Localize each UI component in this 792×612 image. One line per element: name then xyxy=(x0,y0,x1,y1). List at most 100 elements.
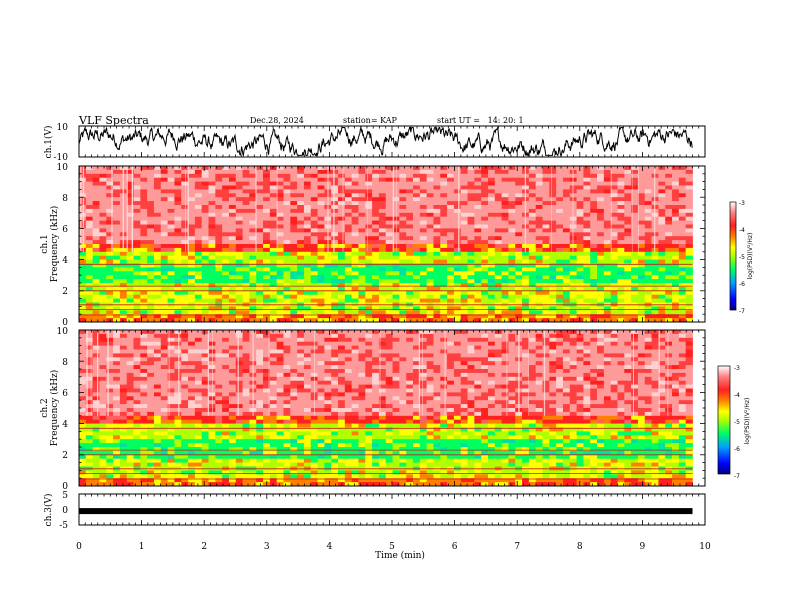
spectrogram-cell xyxy=(283,439,291,444)
spectrogram-cell xyxy=(365,205,373,210)
spectrogram-cell xyxy=(338,205,346,210)
spectrogram-cell xyxy=(576,318,584,323)
spectrogram-cell xyxy=(515,263,523,268)
spectrogram-cell xyxy=(263,193,271,198)
spectrogram-cell xyxy=(515,220,523,225)
spectrogram-cell xyxy=(160,220,169,225)
spectrogram-cell xyxy=(494,232,503,237)
spectrogram-cell xyxy=(160,259,169,264)
spectrogram-cell xyxy=(494,306,503,311)
spectrogram-cell xyxy=(303,298,312,303)
spectrogram-cell xyxy=(290,365,298,370)
spectrogram-cell xyxy=(365,263,373,268)
spectrogram-cell xyxy=(535,205,543,210)
spectrogram-cell xyxy=(99,181,107,186)
spectrogram-cell xyxy=(201,372,209,378)
spectrogram-cell xyxy=(92,247,100,253)
spectrogram-cell xyxy=(92,415,100,421)
spectrogram-cell xyxy=(331,185,339,190)
spectrogram-cell xyxy=(501,306,509,311)
spectrogram-cell xyxy=(92,435,100,440)
spectrogram-cell xyxy=(113,294,121,299)
spectrogram-cell xyxy=(113,310,121,315)
spectrogram-cell xyxy=(263,408,271,413)
spectrogram-cell xyxy=(406,290,414,296)
spectrogram-cell xyxy=(222,216,230,221)
spectrogram-cell xyxy=(365,271,373,276)
spectrogram-cell xyxy=(228,443,237,448)
spectrogram-cell xyxy=(549,306,557,311)
spectrogram-cell xyxy=(228,220,237,225)
spectrogram-cell xyxy=(181,212,189,218)
spectrogram-cell xyxy=(113,450,121,456)
spectrogram-cell xyxy=(644,216,652,221)
spectrogram-cell xyxy=(610,290,618,296)
spectrogram-cell xyxy=(474,298,482,303)
spectrogram-cell xyxy=(453,255,462,260)
spectrogram-cell xyxy=(283,423,291,428)
spectrogram-cell xyxy=(358,208,366,214)
spectrogram-cell xyxy=(181,244,189,249)
spectrogram-cell xyxy=(290,286,298,292)
spectrogram-cell xyxy=(508,247,516,253)
spectrogram-cell xyxy=(140,224,148,229)
spectrogram-cell xyxy=(399,220,407,225)
spectrogram-cell xyxy=(242,431,250,436)
spectrogram-cell xyxy=(106,228,114,233)
spectrogram-cell xyxy=(181,228,189,233)
spectrogram-cell xyxy=(467,251,475,257)
spectrogram-cell xyxy=(119,376,128,382)
spectrogram-cell xyxy=(331,259,339,264)
spectrogram-cell xyxy=(501,232,509,237)
spectrogram-cell xyxy=(474,173,482,179)
spectrogram-cell xyxy=(222,443,230,448)
spectrogram-cell xyxy=(201,415,209,421)
spectrogram-cell xyxy=(385,220,393,225)
spectrogram-cell xyxy=(201,349,209,354)
spectrogram-cell xyxy=(460,263,468,268)
spectrogram-cell xyxy=(426,169,434,175)
spectrogram-cell xyxy=(399,208,407,214)
spectrogram-cell xyxy=(119,478,128,483)
spectrogram-cell xyxy=(617,166,625,171)
spectrogram-cell xyxy=(106,333,114,339)
spectrogram-cell xyxy=(317,318,325,323)
spectrogram-cell xyxy=(256,365,264,370)
spectrogram-cell xyxy=(119,404,128,409)
ch1-ylabel: ch.1(V) xyxy=(43,126,54,159)
spectrogram-cell xyxy=(201,244,209,249)
spectrogram-cell xyxy=(603,177,612,182)
spectrogram-cell xyxy=(201,185,209,190)
spectrogram-cell xyxy=(188,361,196,366)
spectrogram-cell xyxy=(453,169,462,175)
spectrogram-cell xyxy=(562,271,571,276)
spectrogram-cell xyxy=(140,337,148,343)
spectrogram-cell xyxy=(85,259,94,264)
spectrogram-cell xyxy=(603,286,612,292)
spectrogram-cell xyxy=(222,236,230,241)
spectrogram-cell xyxy=(297,419,305,424)
spectrogram-cell xyxy=(562,267,571,272)
spectrogram-cell xyxy=(351,255,359,260)
spectrogram-cell xyxy=(85,372,94,378)
spectrogram-cell xyxy=(235,392,243,397)
spectrogram-cell xyxy=(181,482,189,487)
spectrogram-cell xyxy=(508,240,516,245)
spectrogram-cell xyxy=(658,177,666,182)
spectrogram-cell xyxy=(433,224,441,229)
spectrogram-cell xyxy=(140,255,148,260)
spectrogram-cell xyxy=(222,384,230,389)
spectrogram-cell xyxy=(385,283,393,288)
spectrogram-cell xyxy=(160,197,169,202)
spectrogram-cell xyxy=(256,298,264,303)
spectrogram-cell xyxy=(338,283,346,288)
spectrogram-cell xyxy=(85,173,94,179)
spectrogram-cell xyxy=(344,197,353,202)
spectrogram-cell xyxy=(542,169,550,175)
spectrogram-cell xyxy=(92,240,100,245)
spectrogram-cell xyxy=(113,435,121,440)
spectrogram-cell xyxy=(283,404,291,409)
spectrogram-cell xyxy=(242,240,250,245)
spectrogram-cell xyxy=(338,173,346,179)
spectrogram-cell xyxy=(153,220,162,225)
